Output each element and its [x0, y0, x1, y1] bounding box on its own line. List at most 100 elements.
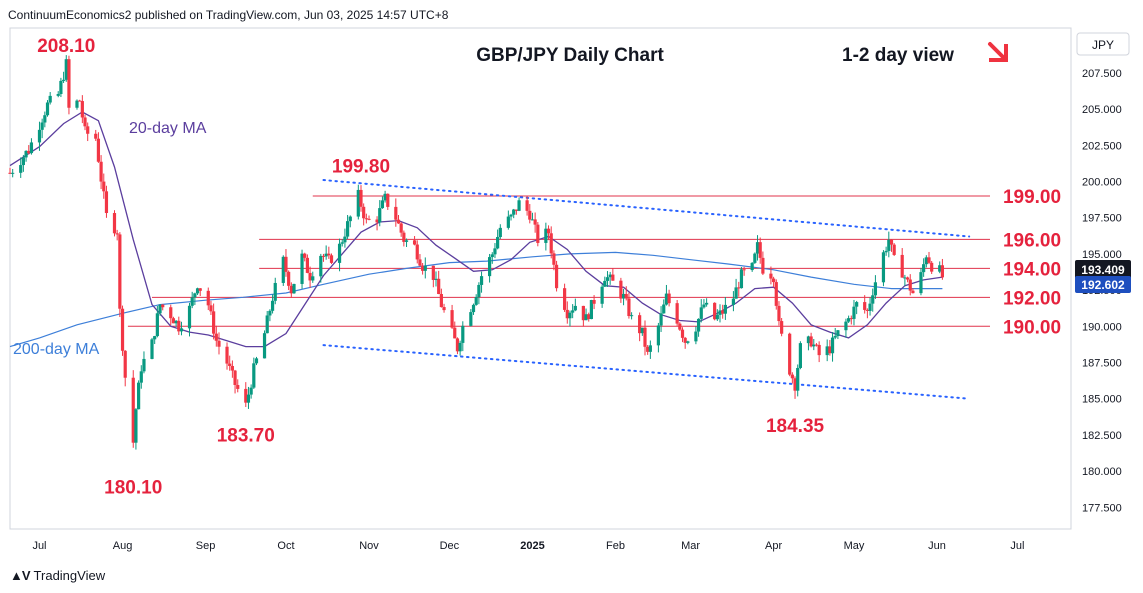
candle-body: [64, 59, 68, 80]
candle-body: [903, 277, 907, 279]
candle-body: [61, 79, 66, 81]
candle-body: [158, 304, 162, 314]
candle-body: [118, 234, 122, 309]
candle-body: [678, 323, 682, 330]
candle-body: [568, 312, 572, 319]
candle-body: [380, 200, 385, 209]
y-tick-label: 182.500: [1082, 430, 1122, 442]
candle-body: [8, 172, 12, 174]
candle-body: [699, 307, 703, 319]
candle-body: [627, 298, 631, 317]
candle-body: [581, 305, 585, 321]
x-tick-label: Nov: [359, 540, 379, 552]
candle-body: [450, 310, 454, 328]
candle-body: [421, 265, 425, 271]
candle-body: [584, 314, 588, 321]
candle-body: [273, 282, 277, 301]
candle-body: [881, 252, 886, 283]
x-tick-label: Oct: [277, 540, 294, 552]
candle-body: [300, 253, 304, 284]
candle-body: [855, 302, 859, 307]
candle-body: [927, 257, 931, 263]
candle-body: [533, 219, 537, 225]
x-tick-label: Jun: [928, 540, 946, 552]
candle-body: [871, 295, 875, 304]
candle-body: [493, 248, 497, 255]
last-price-badge: [1075, 260, 1131, 279]
candle-body: [509, 214, 513, 217]
candle-body: [514, 209, 518, 211]
candle-body: [640, 327, 644, 334]
candle-body: [412, 240, 417, 245]
candle-body: [659, 313, 663, 326]
candle-body: [828, 346, 832, 354]
candle-body: [680, 329, 685, 338]
candle-body: [453, 327, 457, 339]
tradingview-brand[interactable]: ▲V TradingView: [10, 568, 105, 583]
candle-body: [938, 265, 942, 272]
candle-body: [512, 209, 516, 215]
candle-body: [198, 288, 202, 291]
candle-body: [608, 274, 612, 278]
x-tick-label: Jul: [1010, 540, 1024, 552]
candle-body: [656, 325, 660, 346]
candle-body: [179, 328, 184, 332]
candle-body: [340, 242, 344, 244]
x-tick-label: Mar: [681, 540, 700, 552]
candle-body: [212, 311, 216, 334]
candle-body: [134, 409, 138, 443]
candle-body: [713, 302, 717, 320]
x-tick-label: Apr: [765, 540, 782, 552]
candle-body: [696, 318, 701, 332]
candle-body: [737, 287, 741, 289]
candle-body: [536, 224, 540, 243]
candle-body: [825, 346, 829, 356]
candle-body: [643, 327, 647, 347]
candle-body: [496, 237, 500, 249]
level-label: 199.00: [1003, 187, 1061, 208]
candle-body: [362, 206, 366, 219]
candle-body: [45, 102, 50, 116]
candle-body: [11, 172, 15, 174]
candle-body: [592, 299, 596, 304]
candle-body: [742, 269, 746, 271]
last-price-label: 193.409: [1081, 263, 1125, 277]
candle-body: [683, 337, 687, 343]
candle-body: [431, 265, 435, 280]
candle-body: [19, 165, 23, 173]
candle-body: [78, 100, 82, 102]
y-tick-label: 180.000: [1082, 466, 1122, 478]
candle-body: [233, 370, 237, 385]
candle-body: [270, 300, 275, 311]
currency-label: JPY: [1092, 38, 1114, 52]
candle-body: [847, 318, 851, 322]
candle-body: [461, 325, 465, 343]
candle-body: [905, 277, 910, 280]
candle-body: [217, 340, 221, 347]
candle-body: [646, 346, 650, 352]
candle-body: [844, 321, 848, 331]
candle-body: [455, 338, 460, 352]
candle-body: [790, 374, 794, 379]
x-tick-label: Aug: [113, 540, 133, 552]
ma200-legend-label: 200-day MA: [13, 341, 100, 358]
candle-body: [155, 313, 159, 337]
chart-title: GBP/JPY Daily Chart: [476, 45, 664, 66]
candle-body: [27, 150, 31, 154]
candle-body: [437, 278, 441, 294]
candle-body: [603, 280, 607, 287]
brand-label: TradingView: [33, 568, 106, 583]
candle-body: [131, 377, 135, 443]
candle-body: [174, 320, 178, 324]
down-right-arrow-icon: [988, 42, 1008, 62]
candle-body: [471, 304, 476, 313]
candle-body: [236, 384, 240, 389]
candle-body: [833, 336, 837, 338]
y-tick-label: 177.500: [1082, 502, 1122, 514]
candle-body: [120, 308, 125, 351]
candle-body: [675, 303, 679, 324]
currency-badge[interactable]: [1076, 32, 1130, 56]
candle-body: [530, 219, 535, 221]
candle-body: [686, 341, 690, 343]
